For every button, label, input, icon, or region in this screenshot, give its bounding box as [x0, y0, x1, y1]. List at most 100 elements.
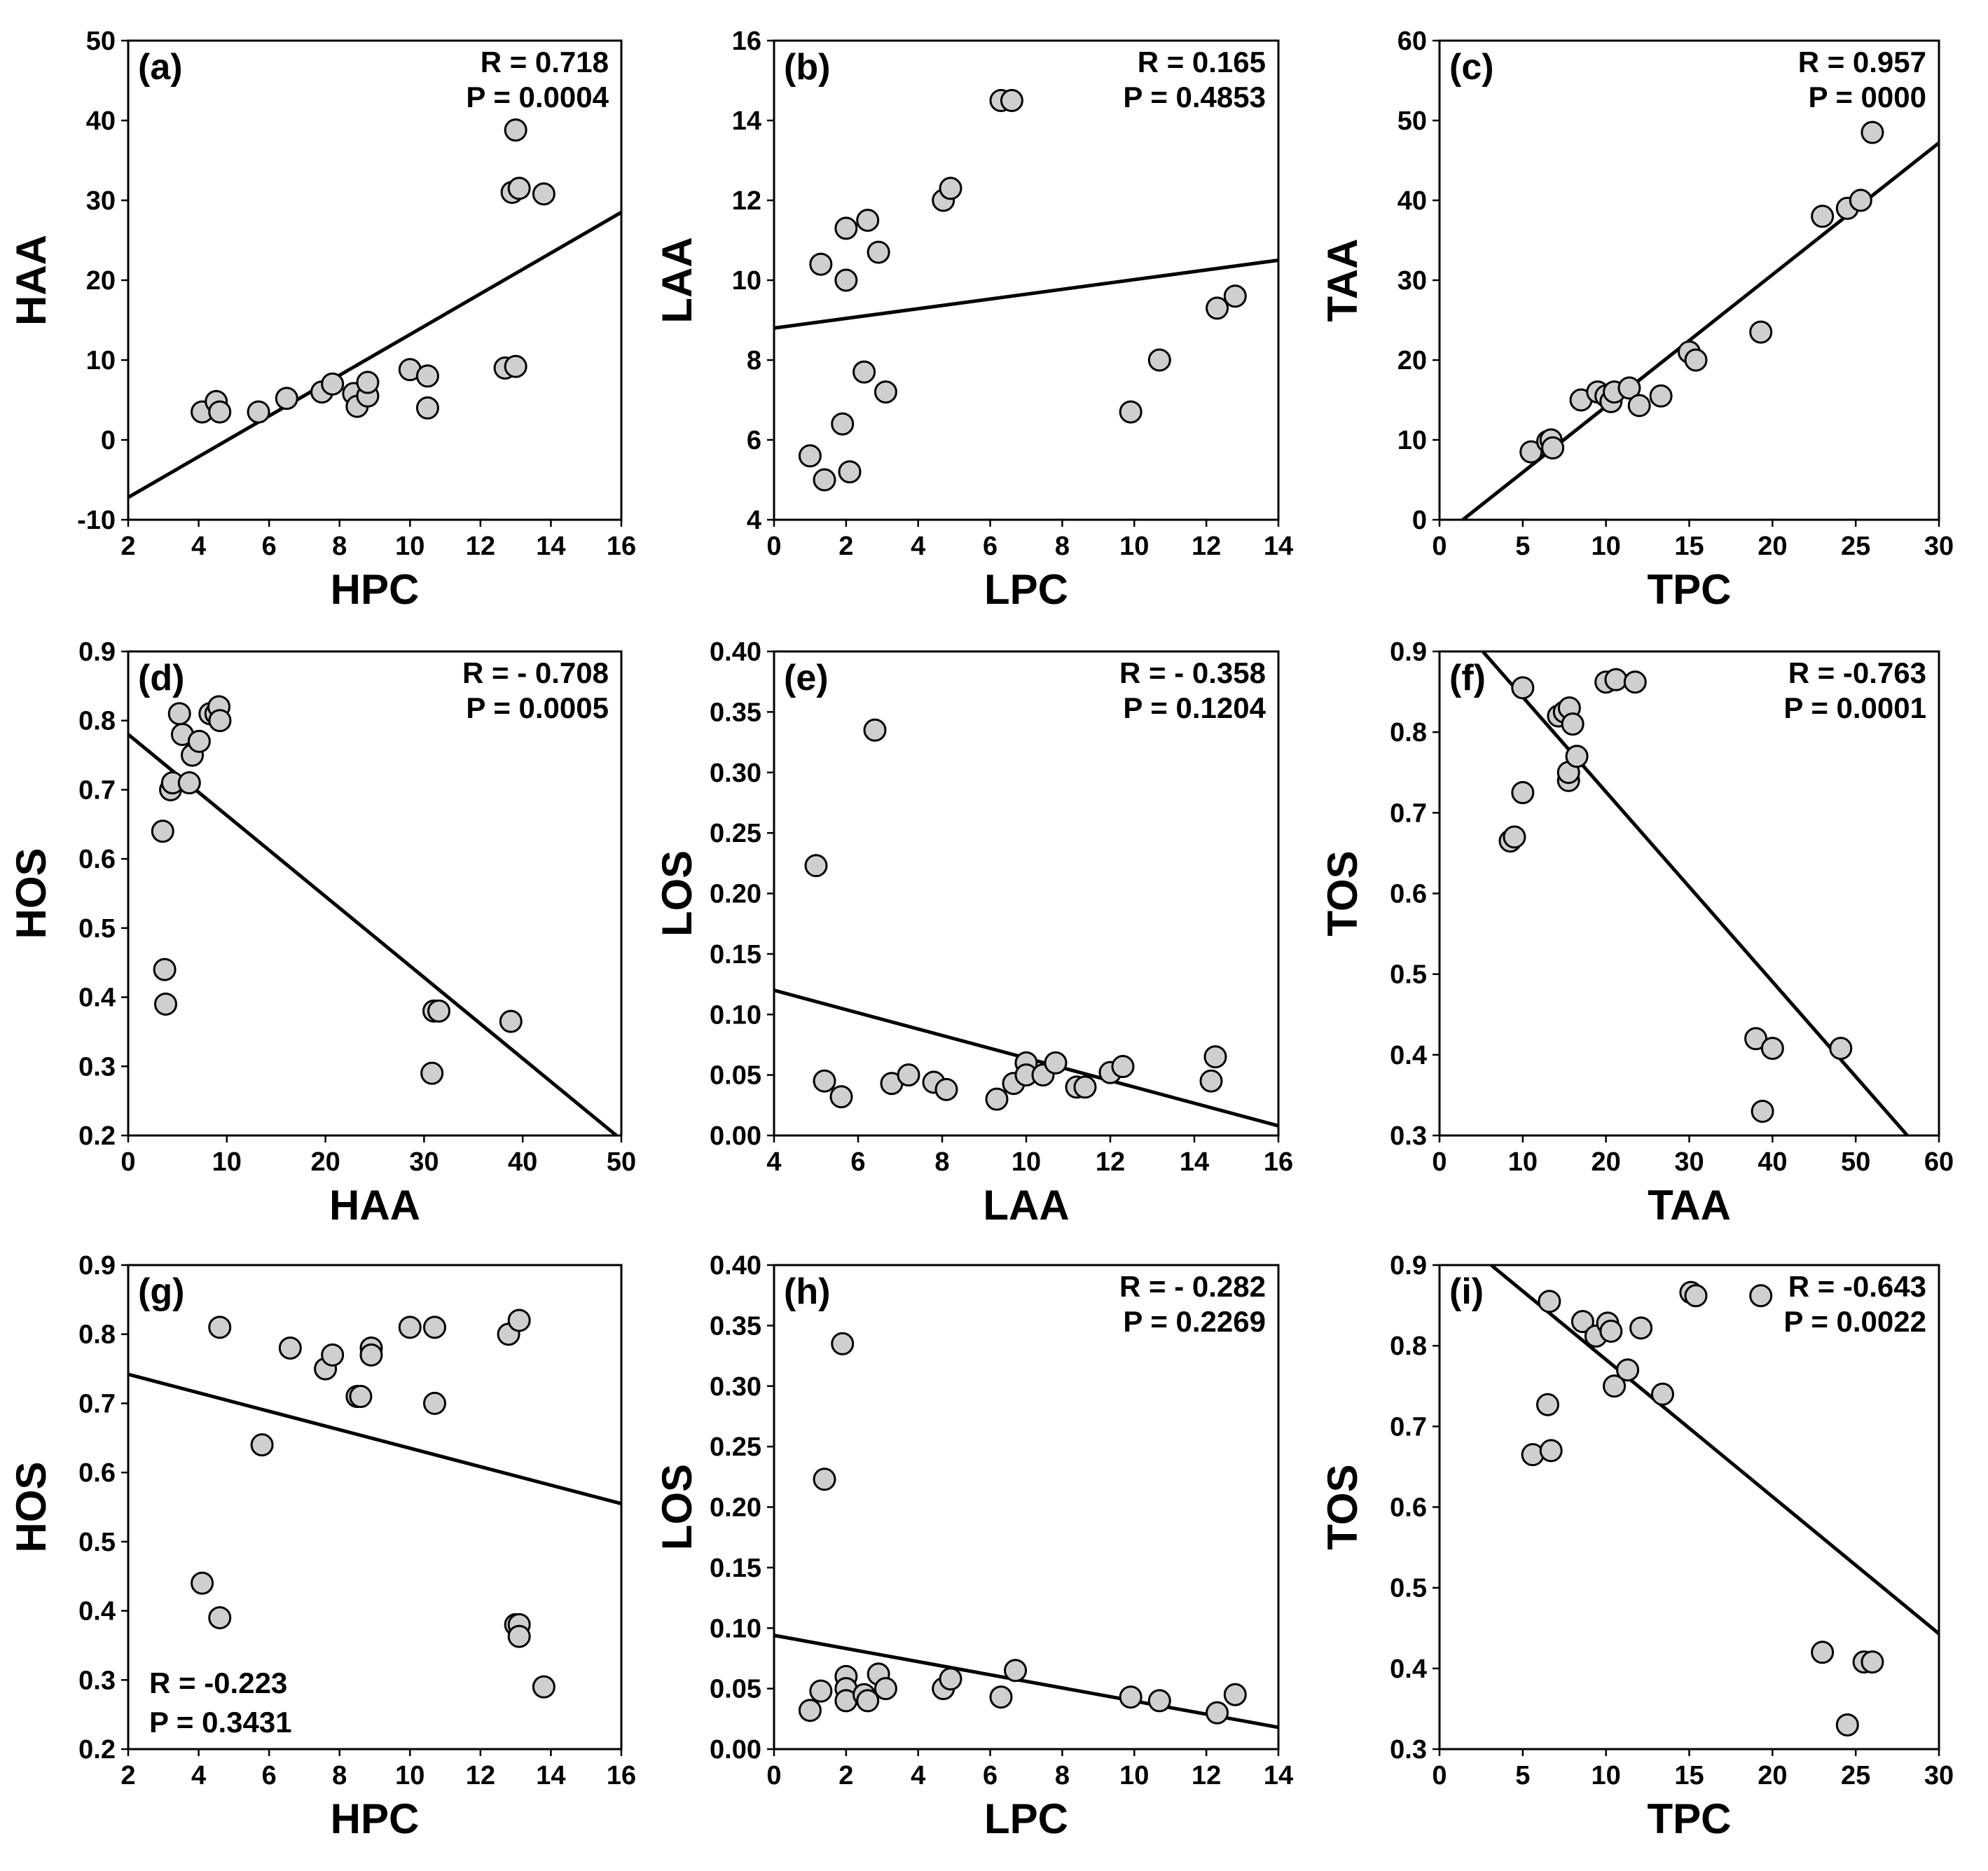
y-tick-label: 0.25 — [710, 819, 761, 848]
p-value-label: P = 0.2269 — [1123, 1305, 1266, 1338]
correlation-r-label: R = - 0.282 — [1119, 1270, 1266, 1303]
data-point — [208, 709, 232, 733]
data-point — [831, 1332, 855, 1355]
x-tick-label: 10 — [1592, 532, 1621, 561]
y-tick-label: 40 — [86, 106, 116, 136]
correlation-r-label: R = - 0.358 — [1119, 656, 1266, 689]
x-tick-label: 5 — [1515, 532, 1530, 561]
y-tick-label: 12 — [732, 186, 761, 216]
data-point — [275, 387, 298, 410]
x-axis-title: LPC — [984, 566, 1068, 613]
data-point — [1511, 781, 1535, 805]
data-point — [507, 177, 531, 200]
y-tick-label: 0.9 — [78, 637, 116, 667]
y-axis-title: HOS — [8, 848, 55, 939]
correlation-r-label: R = -0.763 — [1788, 656, 1926, 689]
p-value-label: P = 0.0004 — [466, 81, 609, 113]
data-point — [1760, 1037, 1784, 1061]
y-tick-label: 0.20 — [710, 1493, 761, 1523]
x-tick-label: 30 — [1924, 532, 1954, 561]
data-point — [349, 1385, 373, 1409]
y-tick-label: 50 — [86, 27, 116, 56]
y-tick-label: 20 — [86, 266, 116, 296]
x-tick-label: 12 — [466, 1761, 495, 1790]
data-point — [838, 460, 862, 484]
y-tick-label: 0.10 — [710, 1614, 761, 1643]
x-tick-label: 8 — [1055, 532, 1070, 561]
y-tick-label: 0.5 — [78, 914, 116, 944]
plot-frame — [127, 650, 623, 1137]
data-point — [985, 1087, 1009, 1111]
data-point — [1539, 1439, 1563, 1463]
y-tick-label: 20 — [1397, 346, 1427, 375]
y-tick-label: 0.30 — [710, 1372, 761, 1402]
x-tick-label: 2 — [838, 1761, 853, 1790]
y-tick-label: 0.25 — [710, 1432, 761, 1462]
y-tick-label: 4 — [747, 506, 761, 535]
x-tick-label: 8 — [934, 1147, 949, 1177]
data-point — [427, 999, 451, 1023]
data-point — [532, 1675, 555, 1699]
y-tick-label: 6 — [747, 426, 761, 455]
data-point — [1561, 712, 1585, 736]
y-tick-label: 0.7 — [78, 1389, 116, 1418]
data-point — [856, 1689, 880, 1713]
data-point — [167, 702, 191, 726]
x-tick-label: 12 — [1192, 532, 1221, 561]
data-point — [853, 360, 876, 384]
data-point — [1861, 120, 1884, 144]
x-tick-label: 50 — [607, 1147, 636, 1177]
y-tick-label: 0.00 — [710, 1735, 761, 1765]
y-tick-label: 0.05 — [710, 1061, 761, 1091]
data-point — [863, 718, 887, 742]
p-value-label: P = 0.1204 — [1123, 691, 1266, 724]
data-point — [321, 372, 345, 396]
x-tick-label: 12 — [466, 532, 495, 561]
data-point — [191, 1571, 214, 1595]
correlation-r-label: R = -0.643 — [1788, 1270, 1926, 1303]
x-tick-label: 4 — [191, 1761, 206, 1790]
y-tick-label: 0.5 — [1390, 960, 1427, 990]
x-tick-label: 50 — [1841, 1147, 1870, 1177]
data-point — [151, 820, 174, 843]
x-tick-label: 10 — [1012, 1147, 1041, 1177]
y-axis-title: HOS — [8, 1461, 55, 1552]
y-axis-title: LOS — [654, 850, 700, 937]
x-axis-title: TPC — [1648, 1795, 1732, 1842]
x-tick-label: 6 — [983, 1761, 998, 1790]
data-point — [532, 182, 555, 206]
data-point — [1565, 745, 1589, 768]
y-tick-label: 0.7 — [78, 775, 116, 805]
y-tick-label: 0.05 — [710, 1675, 761, 1704]
y-tick-label: 0.40 — [710, 637, 761, 667]
y-axis-title: LOS — [654, 1464, 700, 1550]
x-tick-label: 14 — [536, 1761, 565, 1790]
y-tick-label: 0.6 — [78, 1458, 116, 1488]
data-point — [1604, 668, 1628, 691]
x-tick-label: 10 — [1592, 1761, 1621, 1790]
y-tick-label: 0.6 — [1390, 880, 1427, 909]
data-point — [1111, 1055, 1135, 1079]
data-point — [1206, 1701, 1229, 1725]
panel-label: (i) — [1449, 1271, 1484, 1312]
data-point — [798, 1699, 822, 1722]
data-point — [154, 992, 178, 1016]
x-tick-label: 30 — [1924, 1761, 1954, 1790]
data-point — [415, 396, 439, 420]
data-point — [507, 1309, 531, 1332]
data-point — [804, 854, 828, 878]
y-tick-label: 0.3 — [78, 1666, 116, 1695]
data-point — [1749, 320, 1773, 344]
x-axis-title: HAA — [329, 1182, 420, 1229]
data-point — [1811, 205, 1835, 228]
x-tick-label: 2 — [120, 532, 135, 561]
data-point — [897, 1063, 920, 1087]
data-point — [1538, 1290, 1561, 1313]
x-axis-title: LAA — [983, 1182, 1069, 1229]
x-tick-label: 15 — [1674, 1761, 1704, 1790]
data-point — [829, 1085, 853, 1109]
y-tick-label: 0.9 — [1390, 1251, 1427, 1280]
y-axis-title: TOS — [1319, 850, 1366, 936]
panel-h: 0 2 4 6 8 10 12 14 0.00 0.05 0.10 0.15 0.20 0.25 0.30 0… — [654, 1251, 1293, 1842]
